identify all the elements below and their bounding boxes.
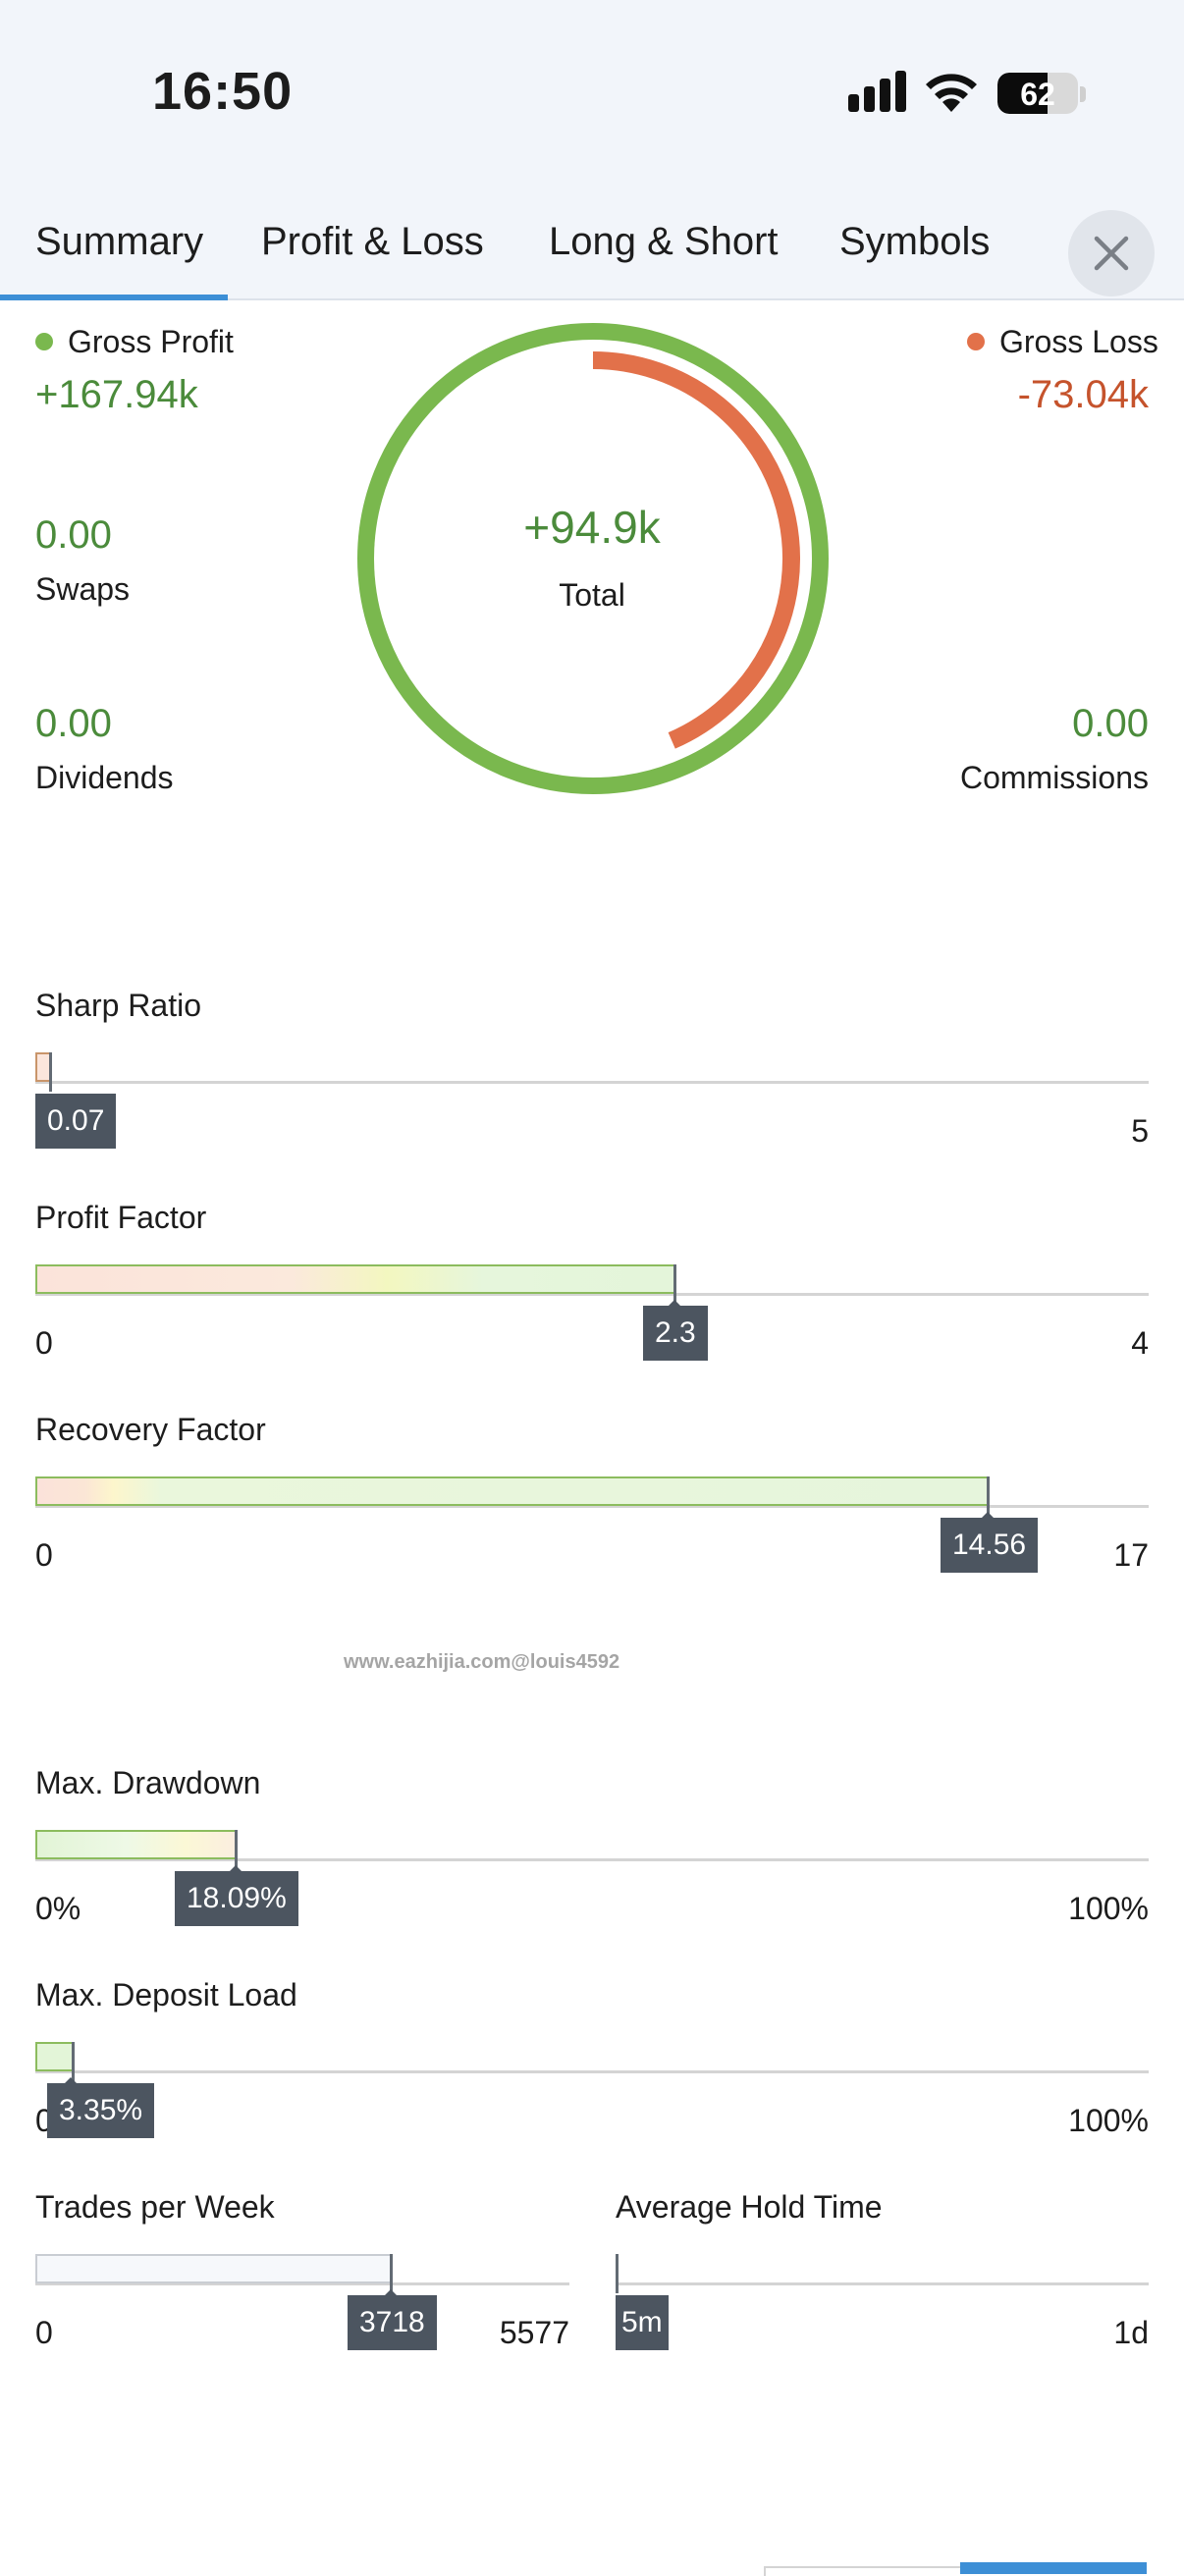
sharp-ratio-max: 5 bbox=[1131, 1113, 1149, 1149]
active-tab-indicator bbox=[0, 295, 228, 300]
profit-factor-bar bbox=[35, 1264, 675, 1294]
max-deposit-load-label: Max. Deposit Load bbox=[35, 1977, 297, 2012]
recovery-factor-max: 17 bbox=[1113, 1537, 1149, 1573]
trades-per-week-min: 0 bbox=[35, 2315, 53, 2350]
profit-factor-min: 0 bbox=[35, 1325, 53, 1361]
swaps-value: 0.00 bbox=[35, 513, 112, 557]
recovery-factor-label: Recovery Factor bbox=[35, 1412, 266, 1447]
trades-per-week-max: 5577 bbox=[499, 2315, 569, 2350]
sharp-ratio-value: 0.07 bbox=[35, 1094, 117, 1149]
tab-summary[interactable]: Summary bbox=[35, 220, 204, 263]
profit-factor-label: Profit Factor bbox=[35, 1200, 207, 1235]
max-deposit-load-value: 3.35% bbox=[47, 2083, 155, 2138]
recovery-factor-bar bbox=[35, 1476, 989, 1506]
max-drawdown-bar bbox=[35, 1830, 237, 1859]
status-time: 16:50 bbox=[152, 62, 294, 121]
gross-profit-value: +167.94k bbox=[35, 373, 198, 416]
battery-level: 62 bbox=[1020, 77, 1055, 112]
bottom-toggle-left[interactable] bbox=[764, 2566, 962, 2576]
gross-profit-label: Gross Profit bbox=[68, 324, 234, 359]
trades-per-week-track bbox=[35, 2282, 569, 2285]
gross-profit-dot bbox=[35, 333, 53, 350]
cellular-signal-icon bbox=[848, 71, 906, 112]
trades-per-week-bar bbox=[35, 2254, 392, 2283]
dividends-value: 0.00 bbox=[35, 702, 112, 745]
max-deposit-load-bar bbox=[35, 2042, 74, 2071]
recovery-factor-min: 0 bbox=[35, 1537, 53, 1573]
sharp-ratio-track bbox=[35, 1081, 1149, 1084]
max-deposit-load-max: 100% bbox=[1068, 2103, 1149, 2138]
tab-bar: Summary Profit & Loss Long & Short Symbo… bbox=[0, 187, 1184, 300]
total-value: +94.9k bbox=[523, 502, 661, 553]
loss-arc bbox=[592, 351, 801, 749]
max-deposit-load-pin bbox=[72, 2042, 75, 2081]
swaps-label: Swaps bbox=[35, 571, 131, 607]
wifi-icon bbox=[926, 74, 977, 112]
total-label: Total bbox=[559, 577, 625, 613]
bottom-toggle-right[interactable] bbox=[960, 2562, 1147, 2574]
gross-loss-value: -73.04k bbox=[1017, 373, 1149, 416]
profit-factor-value: 2.3 bbox=[643, 1306, 708, 1361]
max-drawdown-label: Max. Drawdown bbox=[35, 1765, 261, 1800]
max-drawdown-min: 0% bbox=[35, 1891, 81, 1926]
profit-factor-pin bbox=[673, 1264, 676, 1304]
profit-factor-tip-arrow bbox=[665, 1300, 684, 1310]
watermark: www.eazhijia.com@louis4592 bbox=[344, 1651, 620, 1673]
close-icon bbox=[1094, 236, 1129, 271]
bottom-content-peek bbox=[0, 2543, 1184, 2576]
avg-hold-time-value: 5m bbox=[616, 2295, 669, 2350]
recovery-factor-value: 14.56 bbox=[941, 1518, 1039, 1573]
status-bar: 16:50 62 bbox=[0, 0, 1184, 187]
avg-hold-time-label: Average Hold Time bbox=[616, 2189, 883, 2225]
commissions-label: Commissions bbox=[959, 760, 1149, 795]
max-drawdown-value: 18.09% bbox=[175, 1871, 298, 1926]
tab-profit-loss[interactable]: Profit & Loss bbox=[261, 220, 484, 263]
trades-per-week-label: Trades per Week bbox=[35, 2189, 275, 2225]
sharp-ratio-pin bbox=[49, 1052, 52, 1092]
battery-tip bbox=[1080, 86, 1086, 102]
trades-per-week-tip-arrow bbox=[381, 2289, 401, 2299]
avg-hold-time-max: 1d bbox=[1113, 2315, 1149, 2350]
gross-loss-label: Gross Loss bbox=[999, 324, 1158, 359]
dividends-label: Dividends bbox=[35, 760, 174, 795]
commissions-value: 0.00 bbox=[1072, 702, 1149, 745]
avg-hold-time-track bbox=[616, 2282, 1149, 2285]
recovery-factor-pin bbox=[987, 1476, 990, 1516]
profit-loss-donut bbox=[357, 323, 829, 794]
tab-long-short[interactable]: Long & Short bbox=[549, 220, 779, 263]
trades-per-week-value: 3718 bbox=[348, 2295, 437, 2350]
max-drawdown-max: 100% bbox=[1068, 1891, 1149, 1926]
avg-hold-time-pin bbox=[616, 2254, 619, 2293]
battery-icon: 62 bbox=[997, 73, 1078, 114]
tab-symbols[interactable]: Symbols bbox=[839, 220, 991, 263]
profit-factor-track bbox=[35, 1293, 1149, 1296]
max-drawdown-pin bbox=[235, 1830, 238, 1869]
max-deposit-load-track bbox=[35, 2070, 1149, 2073]
sharp-ratio-label: Sharp Ratio bbox=[35, 988, 201, 1023]
recovery-factor-tip-arrow bbox=[978, 1512, 997, 1522]
gross-loss-dot bbox=[967, 333, 985, 350]
max-deposit-load-tip-arrow bbox=[61, 2077, 81, 2087]
recovery-factor-track bbox=[35, 1505, 1149, 1508]
close-button[interactable] bbox=[1068, 210, 1155, 296]
max-drawdown-tip-arrow bbox=[226, 1865, 245, 1875]
profit-ring-inner bbox=[374, 340, 812, 778]
profit-ring bbox=[357, 323, 829, 794]
max-drawdown-track bbox=[35, 1858, 1149, 1861]
profit-factor-max: 4 bbox=[1131, 1325, 1149, 1361]
trades-per-week-pin bbox=[390, 2254, 393, 2293]
